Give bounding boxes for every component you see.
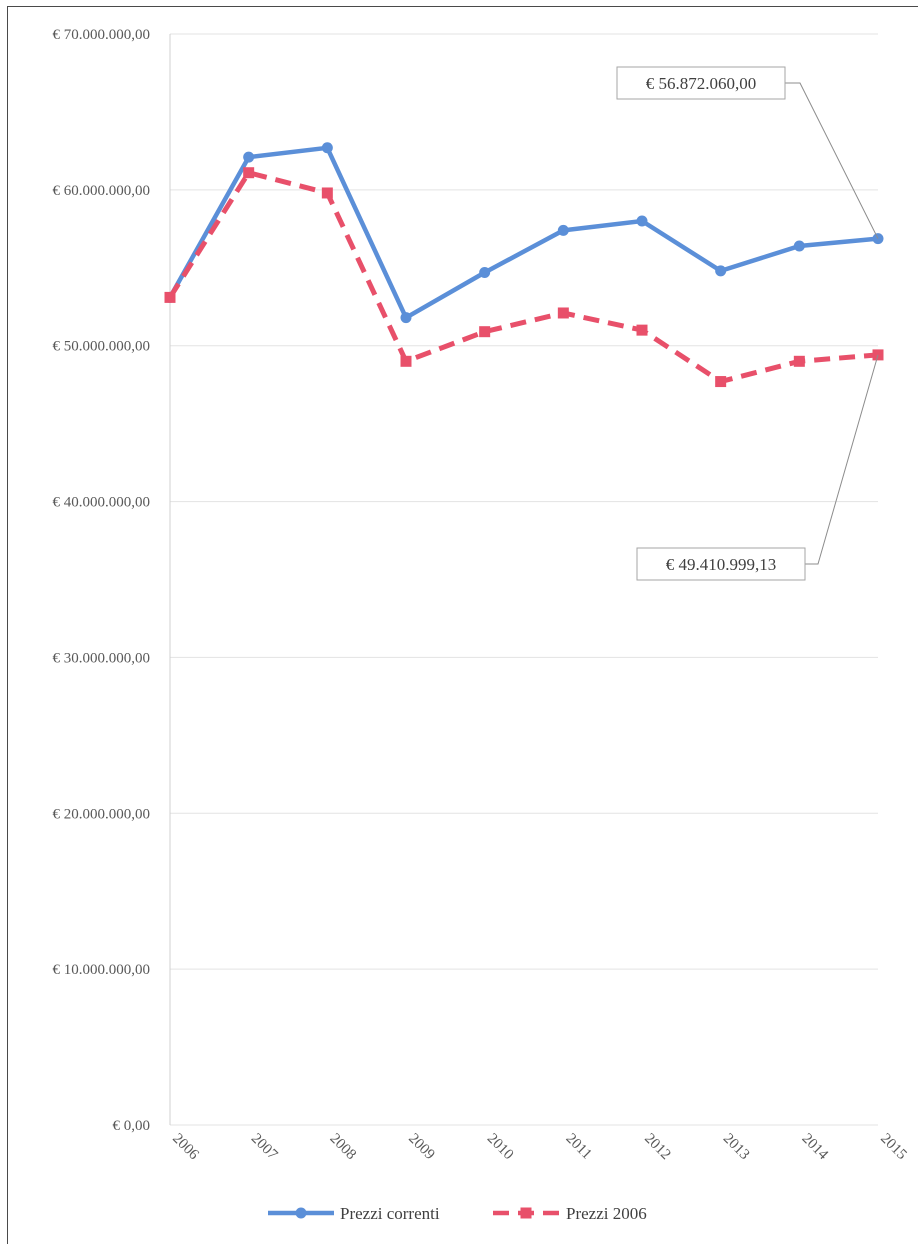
legend: Prezzi correnti Prezzi 2006 [268, 1204, 647, 1223]
data-point [636, 215, 648, 227]
legend-label: Prezzi 2006 [566, 1204, 647, 1223]
data-point [557, 307, 569, 319]
callout-leader [805, 354, 879, 565]
data-point [715, 376, 727, 388]
data-point [321, 142, 333, 154]
x-tick-label: 2015 [877, 1131, 910, 1164]
data-point [479, 326, 491, 338]
y-tick-label: € 50.000.000,00 [53, 339, 151, 355]
x-tick-label: 2011 [563, 1131, 595, 1163]
legend-marker [295, 1207, 307, 1219]
x-tick-label: 2009 [405, 1131, 438, 1164]
data-point [557, 224, 569, 236]
data-point [793, 355, 805, 367]
y-tick-label: € 10.000.000,00 [53, 962, 151, 978]
callout-label: € 56.872.060,00 [646, 74, 757, 93]
data-point [243, 167, 255, 179]
y-tick-label: € 40.000.000,00 [53, 495, 151, 511]
y-tick-label: € 60.000.000,00 [53, 183, 151, 199]
data-point [400, 355, 412, 367]
y-tick-label: € 70.000.000,00 [53, 27, 151, 43]
x-tick-label: 2007 [248, 1131, 281, 1164]
callout-leader [785, 82, 879, 239]
callout-label: € 49.410.999,13 [666, 555, 777, 574]
series-lines [164, 142, 884, 388]
chart-frame [7, 6, 918, 1244]
data-point [715, 265, 727, 277]
y-axis: € 0,00 € 10.000.000,00 € 20.000.000,00 € 30… [53, 27, 171, 1134]
series-line-prezzi-2006 [167, 170, 879, 385]
data-point [164, 291, 176, 303]
data-point [400, 312, 412, 324]
data-point [321, 187, 333, 199]
x-tick-label: 2012 [641, 1131, 674, 1164]
legend-marker [520, 1207, 532, 1219]
callouts: € 56.872.060,00 € 49.410.999,13 [616, 66, 879, 581]
x-tick-label: 2006 [169, 1131, 202, 1164]
callout-box [636, 547, 806, 581]
y-tick-label: € 20.000.000,00 [53, 806, 151, 822]
legend-label: Prezzi correnti [340, 1204, 440, 1223]
data-point [479, 266, 491, 278]
y-tick-label: € 0,00 [113, 1118, 151, 1134]
x-axis: 2006 2007 2008 2009 2010 2011 2012 2013 2014 2015 [169, 1131, 910, 1164]
x-tick-label: 2008 [327, 1131, 360, 1164]
callout-box [616, 66, 786, 100]
x-tick-label: 2014 [799, 1131, 832, 1164]
gridlines [170, 33, 878, 1126]
series-line-prezzi-correnti [168, 145, 879, 320]
data-point [636, 324, 648, 336]
x-tick-label: 2010 [484, 1131, 517, 1164]
data-point [793, 240, 805, 252]
data-point [243, 151, 255, 163]
x-tick-label: 2013 [720, 1131, 753, 1164]
y-tick-label: € 30.000.000,00 [53, 650, 151, 666]
